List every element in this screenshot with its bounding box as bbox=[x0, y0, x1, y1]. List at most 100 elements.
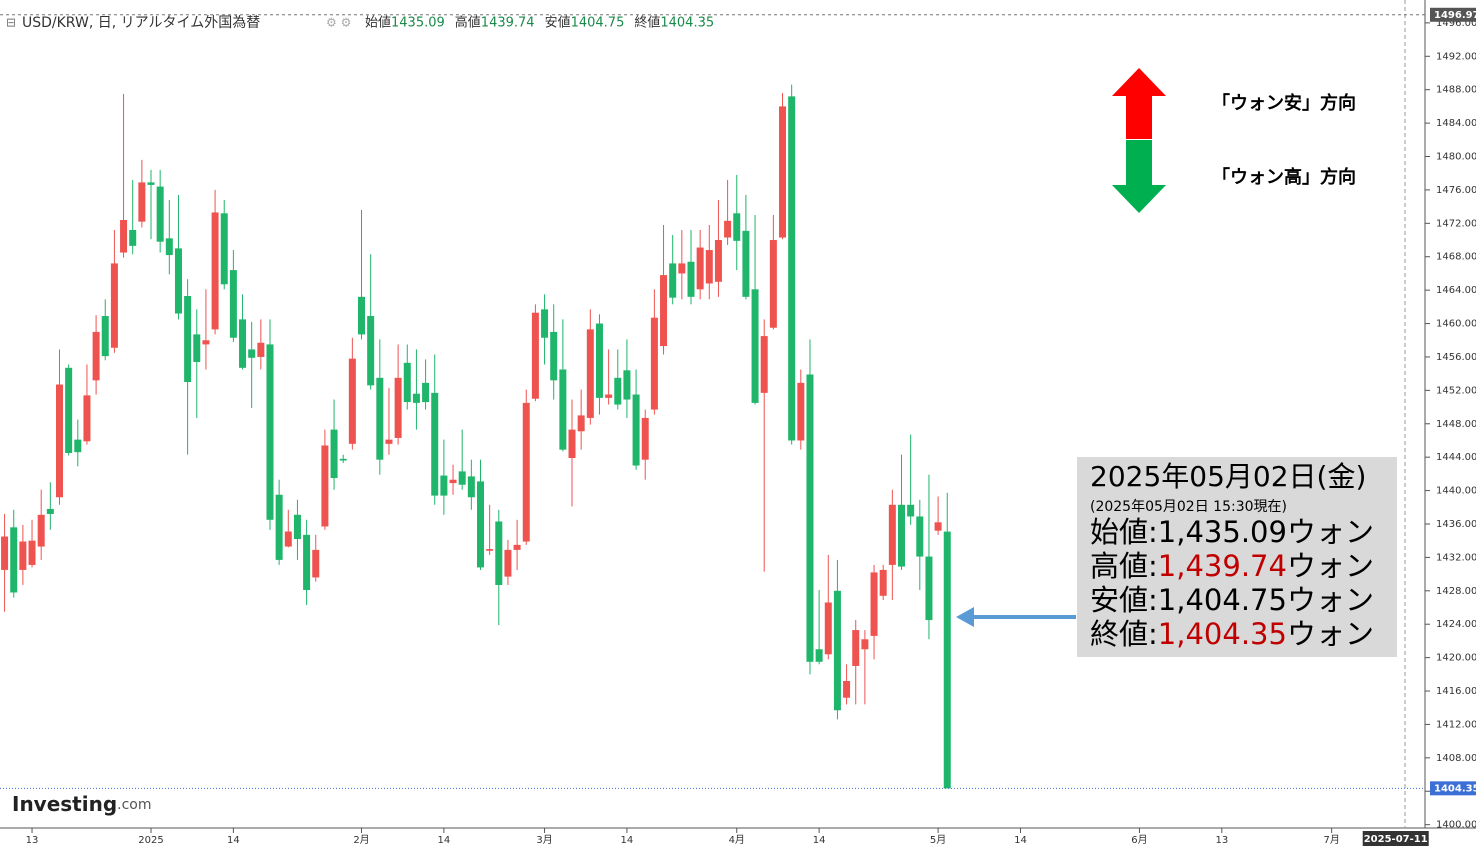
candle-body bbox=[577, 415, 585, 432]
candle-body bbox=[184, 295, 192, 383]
y-tick-label: 1476.00 bbox=[1436, 185, 1476, 196]
candle-body bbox=[37, 514, 45, 547]
y-tick-label: 1496.00 bbox=[1436, 18, 1476, 29]
candle-body bbox=[293, 514, 301, 540]
candle-body bbox=[879, 569, 887, 596]
candle-body bbox=[504, 549, 512, 577]
candle-body bbox=[83, 395, 91, 442]
info-line: 終値:1,404.35ウォン bbox=[1090, 617, 1374, 651]
candle-body bbox=[788, 96, 796, 441]
candle-body bbox=[705, 250, 713, 284]
candle-body bbox=[46, 508, 54, 514]
candle-body bbox=[751, 289, 759, 403]
candle-body bbox=[55, 384, 63, 498]
candle-body bbox=[943, 531, 951, 789]
candle-body bbox=[110, 263, 118, 348]
y-tick-label: 1468.00 bbox=[1436, 252, 1476, 263]
candle-body bbox=[559, 369, 567, 450]
candle-body bbox=[220, 213, 228, 285]
candle-body bbox=[202, 340, 210, 345]
candle-body bbox=[797, 382, 805, 441]
candle-body bbox=[568, 429, 576, 459]
candle-body bbox=[339, 458, 347, 461]
legend-up: 「ウォン安」方向 bbox=[1212, 92, 1356, 114]
candle-body bbox=[138, 182, 146, 222]
candle-body bbox=[403, 362, 411, 403]
candle-body bbox=[541, 309, 549, 338]
candle-body bbox=[422, 382, 430, 403]
candle-body bbox=[229, 270, 237, 338]
candle-body bbox=[120, 219, 128, 253]
candle-body bbox=[733, 213, 741, 241]
candle-body bbox=[852, 630, 860, 666]
candle-body bbox=[358, 296, 366, 335]
candle-body bbox=[303, 534, 311, 590]
y-tick-label: 1408.00 bbox=[1436, 753, 1476, 764]
y-tick-label: 1440.00 bbox=[1436, 486, 1476, 497]
candle-body bbox=[824, 602, 832, 655]
candle-body bbox=[211, 212, 219, 330]
candle-body bbox=[486, 549, 494, 551]
y-tick-label: 1472.00 bbox=[1436, 218, 1476, 229]
candle-body bbox=[431, 392, 439, 496]
x-marker-box bbox=[1362, 831, 1429, 846]
candle-body bbox=[916, 516, 924, 557]
candle-body bbox=[779, 106, 787, 238]
x-tick-label: 14 bbox=[813, 835, 826, 846]
quote-value: 1435.09 bbox=[391, 16, 445, 31]
info-sep: : bbox=[1148, 515, 1158, 549]
candle-body bbox=[660, 275, 668, 347]
x-tick-label: 5月 bbox=[930, 834, 946, 846]
candle-body bbox=[74, 439, 82, 453]
price-line-box bbox=[1430, 7, 1476, 22]
candle-body bbox=[174, 248, 182, 314]
chart-title: USD/KRW, 日, リアルタイム外国為替 bbox=[22, 15, 260, 31]
y-tick-label: 1428.00 bbox=[1436, 586, 1476, 597]
candle-body bbox=[257, 342, 265, 357]
candle-body bbox=[550, 331, 558, 381]
candle-body bbox=[641, 417, 649, 460]
candle-body bbox=[394, 377, 402, 438]
candle-body bbox=[650, 317, 658, 410]
candle-body bbox=[458, 471, 466, 485]
candle-body bbox=[193, 334, 201, 362]
quote-value: 1404.35 bbox=[660, 16, 714, 31]
candle-body bbox=[623, 370, 631, 400]
legend-down: 「ウォン高」方向 bbox=[1212, 166, 1356, 188]
candle-body bbox=[714, 240, 722, 282]
candle-body bbox=[833, 590, 841, 711]
candle-body bbox=[595, 323, 603, 398]
y-tick-label: 1416.00 bbox=[1436, 686, 1476, 697]
candle-body bbox=[385, 439, 393, 444]
candle-body bbox=[678, 263, 686, 274]
candle-body bbox=[165, 238, 173, 256]
info-label: 高値 bbox=[1090, 549, 1148, 583]
candle-body bbox=[760, 336, 768, 393]
quote-label: 高値 bbox=[455, 15, 481, 31]
info-sep: : bbox=[1148, 549, 1158, 583]
x-tick-label: 7月 bbox=[1323, 834, 1339, 846]
candle-body bbox=[531, 312, 539, 399]
candle-body bbox=[669, 263, 677, 298]
logo: Investing.com bbox=[12, 792, 152, 816]
candle-body bbox=[870, 572, 878, 636]
candle-body bbox=[275, 494, 283, 560]
x-tick-label: 2月 bbox=[353, 834, 369, 846]
x-tick-label: 14 bbox=[621, 835, 634, 846]
candle-body bbox=[696, 247, 704, 290]
quote-header: ⚙ ⚙ 始値 1435.09 高値 1439.74 安値 1404.75 終値 1404.35 bbox=[326, 15, 714, 31]
quote-label: 安値 bbox=[545, 15, 571, 31]
candle-body bbox=[19, 541, 27, 570]
y-tick-label: 1492.00 bbox=[1436, 51, 1476, 62]
quote-label: 終値 bbox=[634, 15, 660, 31]
up-arrow bbox=[1112, 68, 1166, 139]
candle-body bbox=[614, 377, 622, 405]
y-tick-label: 1424.00 bbox=[1436, 619, 1476, 630]
candle-body bbox=[367, 316, 375, 386]
candle-body bbox=[376, 377, 384, 460]
info-sep: : bbox=[1148, 617, 1158, 651]
y-tick-label: 1444.00 bbox=[1436, 452, 1476, 463]
candle-body bbox=[495, 521, 503, 585]
down-arrow bbox=[1112, 140, 1166, 213]
